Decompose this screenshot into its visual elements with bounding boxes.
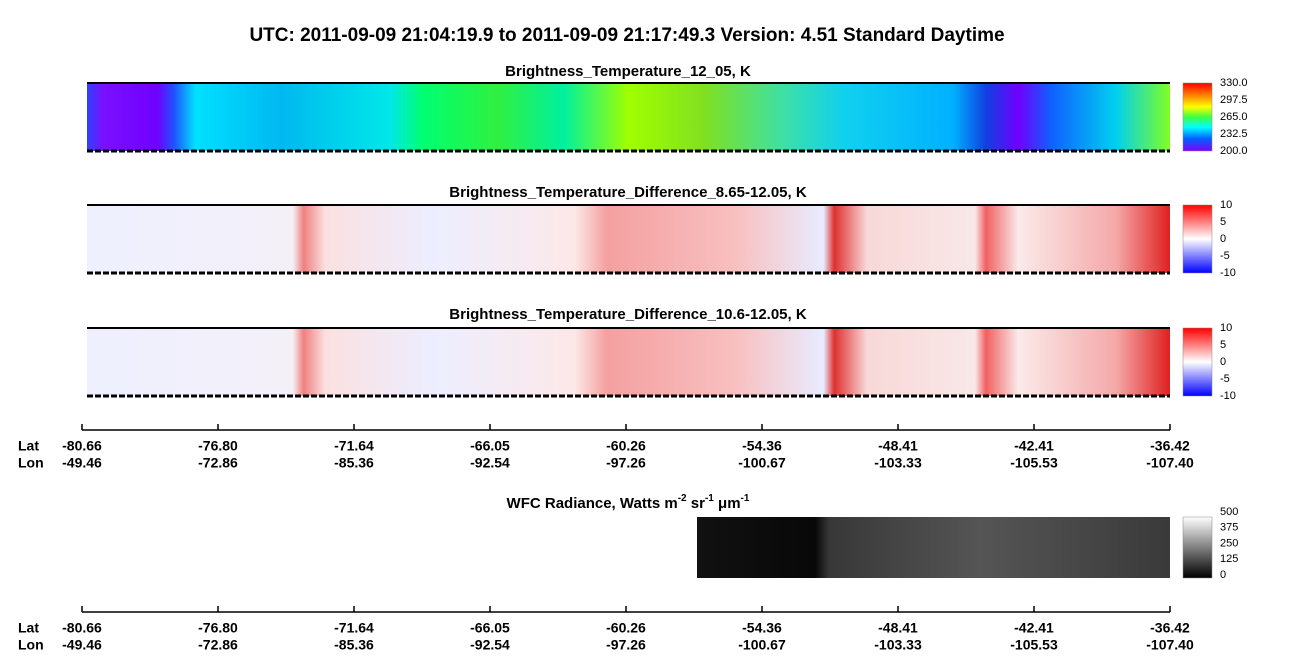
colorbar-tick-label: 5 — [1220, 216, 1226, 228]
lon-tick-label: -105.53 — [1010, 637, 1058, 653]
colorbar-tick-label: 500 — [1220, 506, 1238, 518]
lat-tick-label: -66.05 — [470, 438, 510, 454]
lat-tick-label: -42.41 — [1014, 438, 1054, 454]
colorbar-tick-label: 125 — [1220, 553, 1238, 565]
lat-tick-label: -80.66 — [62, 438, 102, 454]
lon-tick-label: -103.33 — [874, 455, 922, 471]
lon-tick-label: -85.36 — [334, 637, 374, 653]
lon-tick-label: -72.86 — [198, 637, 238, 653]
colorbar-tick-label: 250 — [1220, 537, 1238, 549]
lat-tick-label: -54.36 — [742, 620, 782, 636]
lat-tick-label: -60.26 — [606, 438, 646, 454]
lat-tick-label: -48.41 — [878, 620, 918, 636]
colorbar-tick-label: 0 — [1220, 356, 1226, 368]
panel-title: Brightness_Temperature_Difference_8.65-1… — [449, 184, 807, 201]
lat-tick-label: -71.64 — [334, 620, 374, 636]
lat-tick-label: -71.64 — [334, 438, 374, 454]
panel-image — [87, 205, 1170, 273]
lon-tick-label: -49.46 — [62, 637, 102, 653]
panel-title: Brightness_Temperature_Difference_10.6-1… — [449, 306, 807, 323]
colorbar-tick-label: 375 — [1220, 522, 1238, 534]
colorbar — [1182, 204, 1213, 274]
lon-tick-label: -107.40 — [1146, 637, 1194, 653]
colorbar-tick-label: 297.5 — [1220, 94, 1248, 106]
colorbar-tick-label: 200.0 — [1220, 145, 1248, 157]
panel-title: Brightness_Temperature_12_05, K — [505, 63, 751, 80]
lat-tick-label: -36.42 — [1150, 438, 1190, 454]
colorbar-tick-label: -5 — [1220, 250, 1230, 262]
lon-tick-label: -97.26 — [606, 455, 646, 471]
lon-tick-label: -97.26 — [606, 637, 646, 653]
colorbar-tick-label: 330.0 — [1220, 77, 1248, 89]
colorbar-tick-label: 265.0 — [1220, 111, 1248, 123]
colorbar-tick-label: 5 — [1220, 339, 1226, 351]
colorbar — [1182, 327, 1213, 397]
lat-tick-label: -76.80 — [198, 620, 238, 636]
panel-image — [87, 83, 1170, 151]
lat-tick-label: -54.36 — [742, 438, 782, 454]
colorbar-tick-label: 10 — [1220, 322, 1232, 334]
colorbar-tick-label: 0 — [1220, 569, 1226, 581]
panel-image — [87, 328, 1170, 396]
lon-tick-label: -107.40 — [1146, 455, 1194, 471]
lat-tick-label: -80.66 — [62, 620, 102, 636]
wfc-image — [697, 517, 1170, 578]
lat-tick-label: -66.05 — [470, 620, 510, 636]
lon-label: Lon — [18, 637, 44, 653]
lon-tick-label: -100.67 — [738, 637, 786, 653]
wfc-title: WFC Radiance, Watts m-2 sr-1 μm-1 — [507, 493, 750, 512]
lon-tick-label: -92.54 — [470, 637, 510, 653]
lon-tick-label: -103.33 — [874, 637, 922, 653]
colorbar-tick-label: -5 — [1220, 373, 1230, 385]
lon-tick-label: -100.67 — [738, 455, 786, 471]
lon-tick-label: -72.86 — [198, 455, 238, 471]
lon-tick-label: -85.36 — [334, 455, 374, 471]
lat-tick-label: -48.41 — [878, 438, 918, 454]
lat-label: Lat — [18, 620, 39, 636]
lat-tick-label: -60.26 — [606, 620, 646, 636]
lon-tick-label: -49.46 — [62, 455, 102, 471]
lat-label: Lat — [18, 438, 39, 454]
wfc-colorbar — [1182, 516, 1213, 579]
lat-tick-label: -42.41 — [1014, 620, 1054, 636]
colorbar-tick-label: 232.5 — [1220, 128, 1248, 140]
colorbar-tick-label: -10 — [1220, 390, 1236, 402]
lon-label: Lon — [18, 455, 44, 471]
lat-tick-label: -76.80 — [198, 438, 238, 454]
lon-tick-label: -92.54 — [470, 455, 510, 471]
lon-tick-label: -105.53 — [1010, 455, 1058, 471]
title: UTC: 2011-09-09 21:04:19.9 to 2011-09-09… — [249, 25, 1004, 46]
colorbar-tick-label: -10 — [1220, 267, 1236, 279]
colorbar-tick-label: 10 — [1220, 199, 1232, 211]
lat-tick-label: -36.42 — [1150, 620, 1190, 636]
colorbar — [1182, 82, 1213, 152]
colorbar-tick-label: 0 — [1220, 233, 1226, 245]
